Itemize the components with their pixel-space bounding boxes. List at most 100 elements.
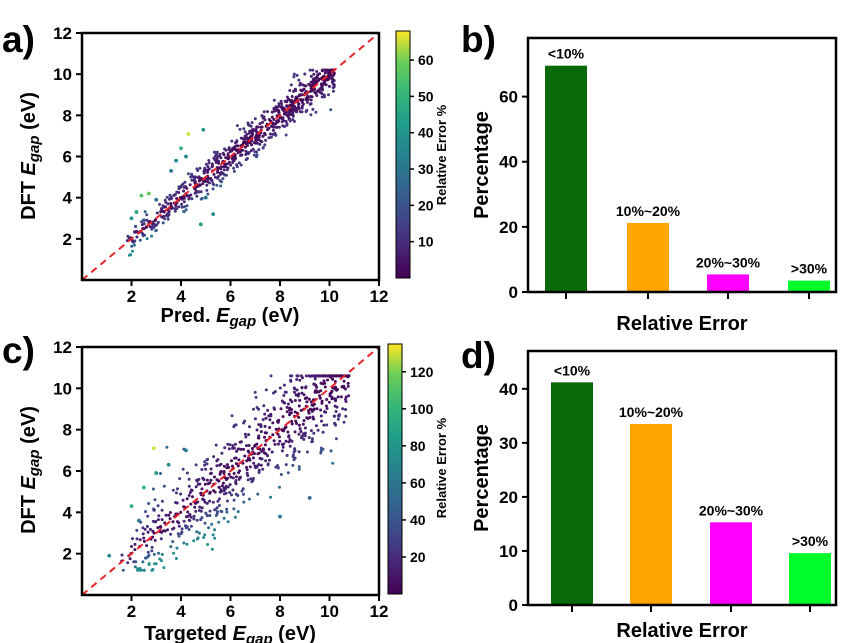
scatter-point xyxy=(298,81,302,85)
scatter-point xyxy=(237,161,241,165)
scatter-point xyxy=(238,440,242,444)
scatter-point xyxy=(194,485,198,489)
scatter-point xyxy=(300,434,304,438)
scatter-point xyxy=(302,437,306,441)
scatter-point xyxy=(187,197,191,201)
scatter-point xyxy=(241,148,245,152)
scatter-point xyxy=(153,562,157,566)
scatter-point xyxy=(158,202,162,206)
scatter-point xyxy=(285,95,289,99)
scatter-point xyxy=(235,139,239,143)
bar-label: 10%~20% xyxy=(616,203,681,219)
scatter-point xyxy=(332,374,336,378)
scatter-point xyxy=(192,517,196,521)
scatter-point xyxy=(314,389,317,393)
scatter-point xyxy=(336,417,340,421)
scatter-point xyxy=(251,129,255,133)
scatter-point xyxy=(253,390,257,394)
scatter-point xyxy=(196,190,200,194)
y-axis-label: DFT Egap (eV) xyxy=(18,406,43,534)
scatter-point xyxy=(130,545,133,548)
scatter-point xyxy=(331,82,335,86)
scatter-point xyxy=(189,193,193,197)
reference-line xyxy=(81,32,380,281)
scatter-point xyxy=(215,152,218,156)
scatter-point xyxy=(177,205,181,209)
bar xyxy=(710,522,752,605)
scatter-point xyxy=(160,215,164,219)
colorbar-tick-label: 100 xyxy=(410,401,434,417)
scatter-point xyxy=(325,407,329,410)
scatter-point xyxy=(321,374,325,378)
scatter-point xyxy=(323,71,327,75)
scatter-point xyxy=(224,156,228,160)
scatter-point xyxy=(302,393,306,397)
scatter-point xyxy=(346,384,350,388)
scatter-point xyxy=(222,153,226,157)
scatter-point xyxy=(179,510,183,514)
scatter-point xyxy=(276,466,280,470)
scatter-point xyxy=(219,470,222,474)
scatter-point xyxy=(206,165,210,168)
scatter-point xyxy=(195,518,199,522)
scatter-point xyxy=(282,401,286,404)
scatter-point xyxy=(339,374,342,378)
bar-label: <10% xyxy=(554,362,591,378)
scatter-point xyxy=(314,424,318,428)
scatter-point xyxy=(188,513,192,516)
scatter-point xyxy=(161,209,165,213)
scatter-point xyxy=(260,114,264,118)
scatter-point xyxy=(285,123,289,127)
scatter-point xyxy=(207,526,211,530)
scatter-point xyxy=(332,79,336,82)
scatter-point xyxy=(307,436,311,440)
scatter-point xyxy=(270,110,274,114)
scatter-point xyxy=(318,90,322,94)
scatter-point xyxy=(141,526,145,530)
bar xyxy=(551,382,593,605)
scatter-point xyxy=(182,185,186,189)
scatter-point xyxy=(236,464,240,468)
scatter-point xyxy=(146,530,150,534)
scatter-point xyxy=(294,419,298,423)
scatter-point xyxy=(303,434,307,438)
scatter-point xyxy=(325,404,328,408)
scatter-point xyxy=(173,209,177,213)
scatter-point xyxy=(249,477,253,481)
scatter-point xyxy=(174,501,178,504)
scatter-point xyxy=(238,127,242,131)
scatter-point xyxy=(216,161,220,164)
scatter-point xyxy=(285,454,289,457)
scatter-point xyxy=(130,244,134,248)
scatter-point xyxy=(323,385,327,389)
scatter-point xyxy=(163,198,167,202)
scatter-point xyxy=(297,450,301,454)
scatter-point xyxy=(133,548,137,552)
scatter-point xyxy=(201,182,205,186)
scatter-point xyxy=(171,206,174,210)
bar xyxy=(630,423,672,605)
scatter-point xyxy=(205,501,209,505)
scatter-point xyxy=(244,435,248,439)
x-tick-label: 12 xyxy=(370,602,389,621)
scatter-points xyxy=(107,374,351,572)
scatter-point xyxy=(234,462,238,466)
colorbar xyxy=(387,343,403,595)
scatter-point xyxy=(280,120,284,124)
scatter-point xyxy=(166,217,170,221)
y-tick-label: 10 xyxy=(499,542,518,561)
scatter-point xyxy=(148,527,152,531)
colorbar-tick-label: 60 xyxy=(410,475,426,491)
scatter-point xyxy=(196,482,200,486)
scatter-point xyxy=(305,416,309,420)
scatter-point xyxy=(205,183,209,187)
scatter-point xyxy=(232,166,236,170)
scatter-point xyxy=(346,374,350,378)
scatter-point xyxy=(195,194,199,198)
scatter-point xyxy=(198,505,202,509)
scatter-point xyxy=(200,196,204,200)
scatter-point xyxy=(273,442,277,446)
scatter-point xyxy=(177,521,181,525)
scatter-point xyxy=(327,72,331,76)
scatter-point xyxy=(169,545,173,549)
